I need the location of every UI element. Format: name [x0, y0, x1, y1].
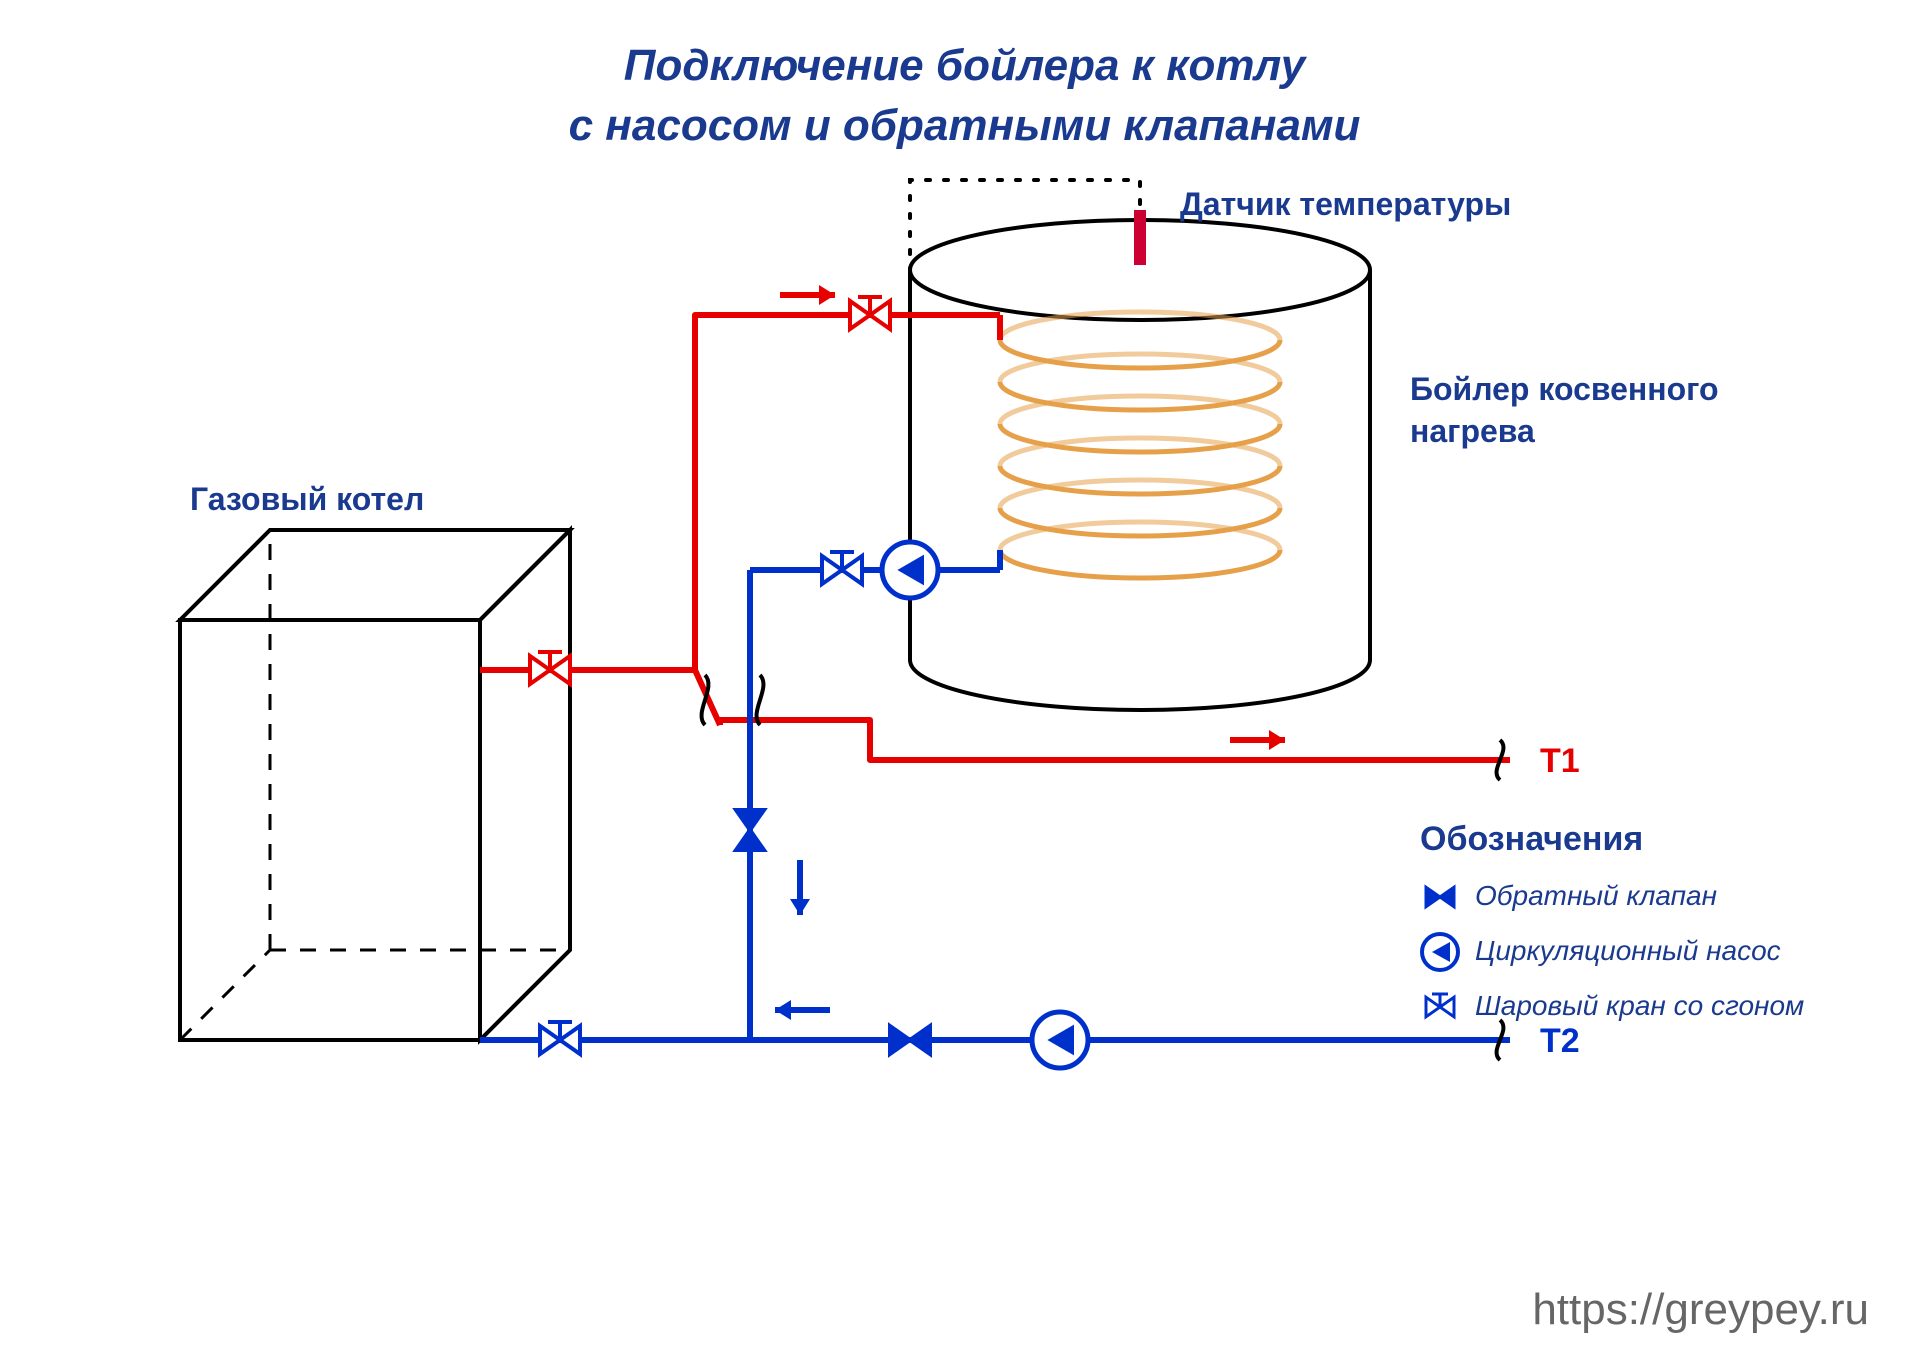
circulation-pump-icon [882, 542, 938, 598]
legend-item: Шаровый кран со сгоном [1426, 990, 1804, 1021]
port-t2-label: Т2 [1540, 1022, 1580, 1060]
svg-text:с насосом и обратными клапанам: с насосом и обратными клапанами [569, 101, 1361, 150]
legend-item-label: Обратный клапан [1475, 880, 1717, 911]
hot-t1-pipe [720, 720, 1510, 760]
check-valve-icon [890, 1026, 930, 1054]
check-valve-icon [736, 810, 764, 850]
flow-arrow-icon [775, 1000, 830, 1020]
ball-valve-icon [530, 652, 570, 684]
legend: Обозначения Обратный клапан Циркуляционный… [1420, 820, 1804, 1021]
legend-item-label: Шаровый кран со сгоном [1475, 990, 1804, 1021]
gas-boiler: Газовый котел [180, 481, 570, 1040]
legend-item: Обратный клапан [1426, 880, 1717, 911]
legend-title: Обозначения [1420, 820, 1643, 858]
watermark-url: https://greypey.ru [1532, 1285, 1869, 1334]
heating-coil [1000, 312, 1280, 578]
storage-tank-label: Бойлер косвенного [1410, 371, 1719, 407]
ball-valve-icon [540, 1022, 580, 1054]
flow-arrow-icon [1230, 730, 1285, 750]
ball-valve-icon [822, 552, 862, 584]
gas-boiler-label: Газовый котел [190, 481, 424, 517]
legend-item-label: Циркуляционный насос [1475, 935, 1781, 966]
flow-arrow-icon [780, 285, 835, 305]
svg-text:Подключение бойлера к котлу: Подключение бойлера к котлу [624, 41, 1308, 90]
ball-valve-icon [850, 297, 890, 329]
sensor-label: Датчик температуры [1180, 186, 1511, 222]
hot-to-tank-pipe [695, 315, 1000, 670]
port-t1-label: Т1 [1540, 742, 1580, 780]
storage-tank: Бойлер косвенного нагрева [910, 220, 1719, 710]
storage-tank-label: нагрева [1410, 413, 1535, 449]
flow-arrow-icon [790, 860, 810, 915]
heating-diagram: Подключение бойлера к котлу с насосом и о… [0, 0, 1929, 1364]
circulation-pump-icon [1032, 1012, 1088, 1068]
diagram-title: Подключение бойлера к котлу с насосом и о… [569, 41, 1361, 150]
legend-item: Циркуляционный насос [1422, 934, 1781, 970]
